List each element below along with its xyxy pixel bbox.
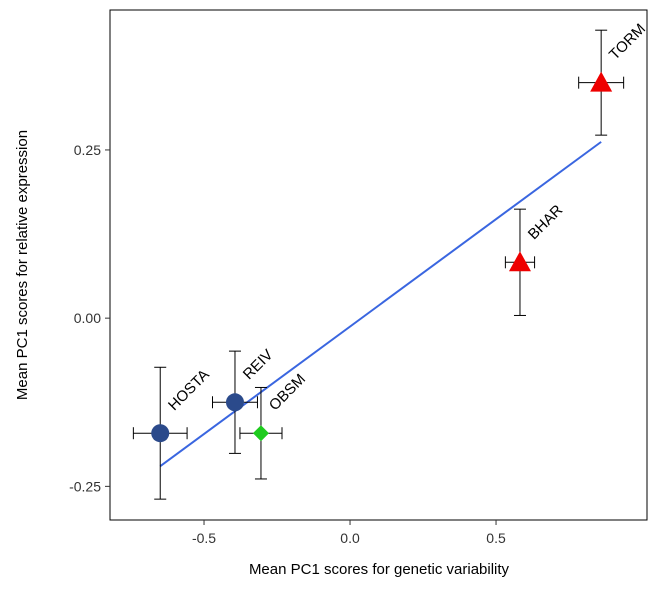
point-label: BHAR [525, 202, 567, 244]
point-label: TORM [606, 20, 649, 63]
point-label: OBSM [266, 371, 309, 414]
point [252, 425, 269, 442]
x-tick-label: 0.0 [340, 530, 360, 546]
plot-frame [109, 9, 648, 521]
point [225, 393, 244, 412]
point [508, 251, 531, 272]
x-tick-label: 0.5 [486, 530, 506, 546]
y-tick-label: 0.00 [74, 310, 101, 326]
y-axis-label: Mean PC1 scores for relative expression [14, 130, 31, 400]
point [151, 424, 170, 443]
x-axis-label: Mean PC1 scores for genetic variability [249, 561, 510, 578]
point-label: HOSTA [165, 366, 213, 414]
point [590, 71, 613, 92]
y-tick-label: 0.25 [74, 142, 101, 158]
x-tick-label: -0.5 [192, 530, 216, 546]
fit-line [159, 141, 602, 467]
point-label: REIV [240, 346, 277, 383]
y-tick-label: -0.25 [69, 478, 101, 494]
